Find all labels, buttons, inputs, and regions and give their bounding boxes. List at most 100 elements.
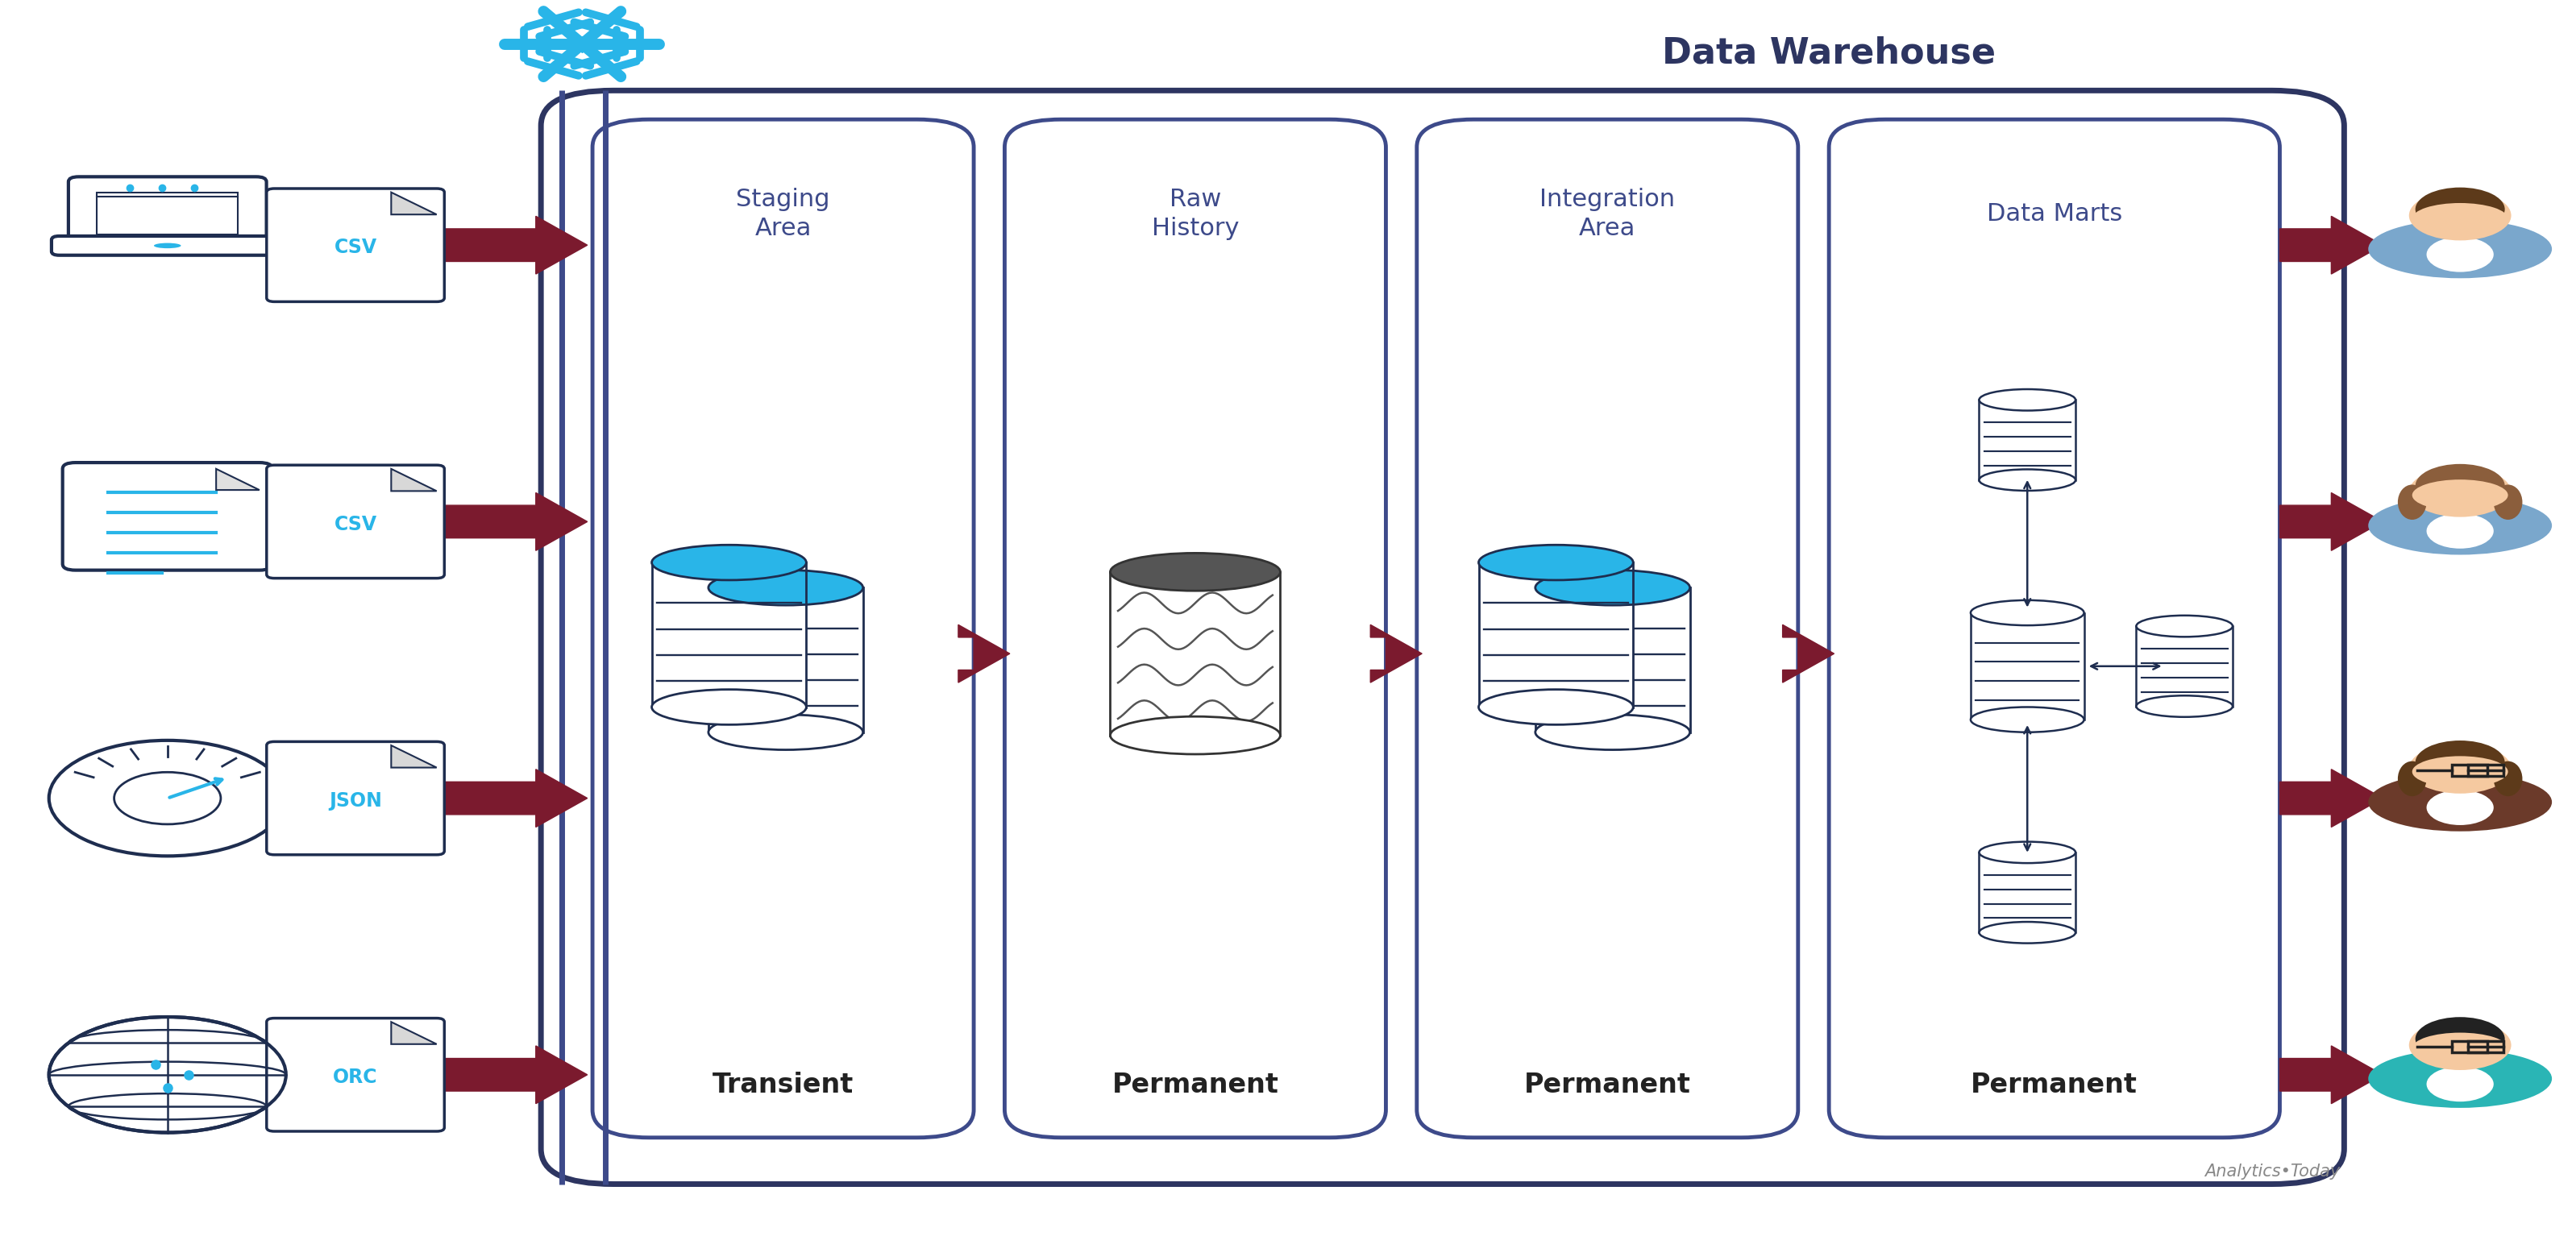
Text: CSV: CSV bbox=[335, 238, 376, 258]
Bar bbox=[1978, 400, 2076, 480]
Bar bbox=[2468, 764, 2504, 776]
Ellipse shape bbox=[2411, 757, 2509, 787]
Text: Raw
History: Raw History bbox=[1151, 187, 1239, 240]
Text: ORC: ORC bbox=[332, 1067, 379, 1087]
FancyArrow shape bbox=[1783, 625, 1834, 683]
Bar bbox=[1978, 852, 2076, 933]
Text: Analytics•Today: Analytics•Today bbox=[2205, 1164, 2339, 1179]
FancyArrow shape bbox=[2280, 769, 2383, 827]
FancyArrow shape bbox=[394, 216, 587, 274]
Text: JSON: JSON bbox=[330, 791, 381, 811]
FancyBboxPatch shape bbox=[268, 742, 446, 855]
Text: Integration
Area: Integration Area bbox=[1540, 187, 1674, 240]
Ellipse shape bbox=[1535, 714, 1690, 749]
Ellipse shape bbox=[1978, 921, 2076, 943]
FancyBboxPatch shape bbox=[1829, 119, 2280, 1138]
Text: Permanent: Permanent bbox=[1525, 1071, 1690, 1099]
Ellipse shape bbox=[2411, 480, 2509, 510]
Bar bbox=[1971, 613, 2084, 719]
Polygon shape bbox=[392, 192, 438, 215]
Text: Staging
Area: Staging Area bbox=[737, 187, 829, 240]
Ellipse shape bbox=[1535, 571, 1690, 606]
Ellipse shape bbox=[2398, 485, 2427, 519]
Ellipse shape bbox=[1971, 706, 2084, 732]
Text: Data Marts: Data Marts bbox=[1986, 202, 2123, 225]
Bar bbox=[2452, 1041, 2488, 1052]
FancyBboxPatch shape bbox=[1005, 119, 1386, 1138]
Polygon shape bbox=[216, 469, 260, 490]
FancyArrow shape bbox=[394, 769, 587, 827]
Polygon shape bbox=[392, 1022, 438, 1045]
FancyArrow shape bbox=[394, 493, 587, 551]
Ellipse shape bbox=[155, 243, 180, 249]
FancyBboxPatch shape bbox=[268, 189, 446, 302]
FancyArrow shape bbox=[2280, 1046, 2383, 1104]
Circle shape bbox=[2416, 740, 2504, 784]
FancyArrow shape bbox=[2280, 493, 2383, 551]
Ellipse shape bbox=[2427, 513, 2494, 548]
FancyArrow shape bbox=[958, 625, 1010, 683]
Polygon shape bbox=[392, 469, 438, 491]
Circle shape bbox=[2416, 464, 2504, 508]
FancyArrow shape bbox=[394, 1046, 587, 1104]
Ellipse shape bbox=[2494, 762, 2522, 796]
Circle shape bbox=[2416, 187, 2504, 231]
Ellipse shape bbox=[708, 571, 863, 606]
Bar bbox=[652, 563, 806, 706]
Circle shape bbox=[2416, 1017, 2504, 1061]
Circle shape bbox=[113, 772, 222, 825]
Ellipse shape bbox=[2136, 695, 2233, 716]
Ellipse shape bbox=[2411, 1033, 2509, 1063]
Bar bbox=[1110, 572, 1280, 735]
Ellipse shape bbox=[2367, 1050, 2553, 1107]
Ellipse shape bbox=[2427, 236, 2494, 272]
Bar bbox=[2468, 1041, 2504, 1052]
Ellipse shape bbox=[652, 546, 806, 581]
FancyBboxPatch shape bbox=[1417, 119, 1798, 1138]
Circle shape bbox=[49, 1017, 286, 1133]
Bar bbox=[2452, 764, 2488, 776]
Ellipse shape bbox=[1110, 553, 1280, 591]
Ellipse shape bbox=[1978, 469, 2076, 490]
Ellipse shape bbox=[2367, 497, 2553, 554]
Circle shape bbox=[2409, 1021, 2512, 1070]
FancyArrow shape bbox=[2280, 216, 2383, 274]
Ellipse shape bbox=[1110, 716, 1280, 754]
Text: Permanent: Permanent bbox=[1113, 1071, 1278, 1099]
Ellipse shape bbox=[1479, 546, 1633, 581]
Circle shape bbox=[2409, 191, 2512, 240]
FancyBboxPatch shape bbox=[52, 236, 283, 255]
Circle shape bbox=[49, 740, 286, 856]
FancyArrow shape bbox=[1370, 625, 1422, 683]
Text: Permanent: Permanent bbox=[1971, 1071, 2138, 1099]
Ellipse shape bbox=[1479, 689, 1633, 724]
FancyBboxPatch shape bbox=[592, 119, 974, 1138]
Ellipse shape bbox=[708, 714, 863, 749]
Text: Data Warehouse: Data Warehouse bbox=[1662, 35, 1996, 70]
FancyBboxPatch shape bbox=[62, 463, 273, 571]
Ellipse shape bbox=[1971, 601, 2084, 626]
Ellipse shape bbox=[2427, 1066, 2494, 1101]
Ellipse shape bbox=[2136, 616, 2233, 637]
Ellipse shape bbox=[2494, 485, 2522, 519]
Ellipse shape bbox=[2427, 789, 2494, 825]
Circle shape bbox=[2409, 744, 2512, 793]
Circle shape bbox=[2409, 468, 2512, 517]
FancyBboxPatch shape bbox=[268, 1018, 446, 1131]
Bar bbox=[2136, 626, 2233, 706]
FancyBboxPatch shape bbox=[541, 91, 2344, 1184]
FancyBboxPatch shape bbox=[268, 465, 446, 578]
Text: CSV: CSV bbox=[335, 514, 376, 534]
Ellipse shape bbox=[2398, 762, 2427, 796]
Polygon shape bbox=[392, 745, 438, 768]
FancyBboxPatch shape bbox=[70, 177, 265, 246]
Ellipse shape bbox=[652, 689, 806, 724]
Text: Transient: Transient bbox=[714, 1071, 853, 1099]
Bar bbox=[708, 588, 863, 732]
Ellipse shape bbox=[2411, 204, 2509, 234]
Bar bbox=[98, 192, 237, 235]
Ellipse shape bbox=[2367, 773, 2553, 831]
Ellipse shape bbox=[1978, 390, 2076, 411]
Bar bbox=[1479, 563, 1633, 706]
Ellipse shape bbox=[1978, 842, 2076, 864]
